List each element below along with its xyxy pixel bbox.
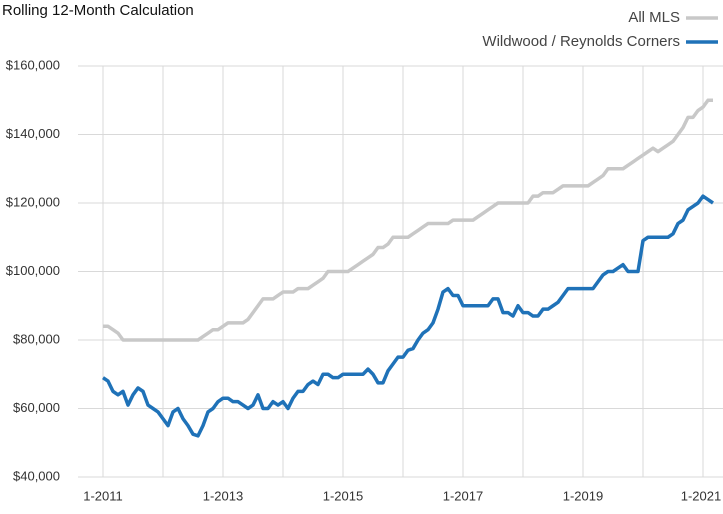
x-tick-label: 1-2021 <box>681 488 721 503</box>
y-tick-label: $60,000 <box>13 400 60 415</box>
series-line <box>102 194 714 438</box>
x-tick-label: 1-2017 <box>443 488 483 503</box>
x-tick-label: 1-2011 <box>83 488 123 503</box>
y-tick-label: $80,000 <box>13 331 60 346</box>
y-tick-label: $40,000 <box>13 468 60 483</box>
legend-label: Wildwood / Reynolds Corners <box>482 33 680 50</box>
y-tick-label: $160,000 <box>6 57 60 72</box>
y-tick-label: $120,000 <box>6 194 60 209</box>
legend-label: All MLS <box>628 9 680 26</box>
x-tick-label: 1-2019 <box>563 488 603 503</box>
x-tick-label: 1-2013 <box>203 488 243 503</box>
y-tick-label: $100,000 <box>6 263 60 278</box>
series-line <box>103 98 713 342</box>
x-tick-label: 1-2015 <box>323 488 363 503</box>
chart-title: Rolling 12-Month Calculation <box>2 2 194 19</box>
y-tick-label: $140,000 <box>6 126 60 141</box>
